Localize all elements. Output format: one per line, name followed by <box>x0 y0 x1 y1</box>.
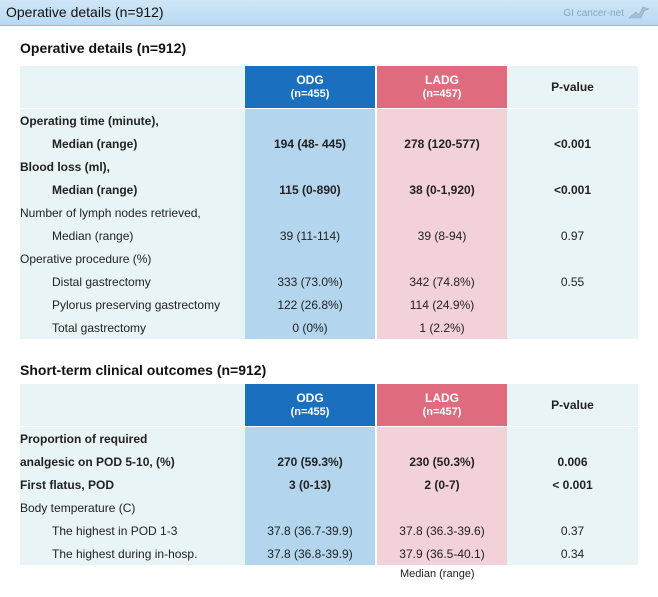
table-header-row: ODG (n=455) LADG (n=457) P-value <box>20 384 638 426</box>
header-title: Operative details (n=912) <box>6 4 164 20</box>
logo-text: GI cancer-net <box>563 7 624 19</box>
operative-details-table: ODG (n=455) LADG (n=457) P-value Operati… <box>20 66 638 339</box>
table-row: The highest in POD 1-3 37.8 (36.7-39.9) … <box>20 519 638 542</box>
table-row: Total gastrectomy 0 (0%) 1 (2.2%) <box>20 316 638 339</box>
table-row: Operating time (minute), <box>20 109 638 132</box>
footnote: Median (range) <box>400 568 475 580</box>
section-title-operative-details: Operative details (n=912) <box>20 40 187 56</box>
short-term-outcomes-table: ODG (n=455) LADG (n=457) P-value Proport… <box>20 384 638 565</box>
table-row: Median (range) 39 (11-114) 39 (8-94) 0.9… <box>20 224 638 247</box>
column-header-p-value: P-value <box>507 384 638 426</box>
table-row: Distal gastrectomy 333 (73.0%) 342 (74.8… <box>20 270 638 293</box>
crane-logo-icon <box>628 6 650 19</box>
column-header-odg: ODG (n=455) <box>245 384 375 426</box>
column-header-ladg: LADG (n=457) <box>377 384 507 426</box>
table-row: Blood loss (ml), <box>20 155 638 178</box>
table-row: The highest during in-hosp. 37.8 (36.8-3… <box>20 542 638 565</box>
header-bar: Operative details (n=912) GI cancer-net <box>0 0 658 26</box>
table-row: Pylorus preserving gastrectomy 122 (26.8… <box>20 293 638 316</box>
table-row: Number of lymph nodes retrieved, <box>20 201 638 224</box>
table-row: Body temperature (C) <box>20 496 638 519</box>
table-row: Proportion of required <box>20 427 638 450</box>
table-row: Operative procedure (%) <box>20 247 638 270</box>
table-header-row: ODG (n=455) LADG (n=457) P-value <box>20 66 638 108</box>
table-row: First flatus, POD 3 (0-13) 2 (0-7) < 0.0… <box>20 473 638 496</box>
table-row: Median (range) 115 (0-890) 38 (0-1,920) … <box>20 178 638 201</box>
section-title-short-term-outcomes: Short-term clinical outcomes (n=912) <box>20 362 267 378</box>
column-header-ladg: LADG (n=457) <box>377 66 507 108</box>
column-header-odg: ODG (n=455) <box>245 66 375 108</box>
table-row: Median (range) 194 (48- 445) 278 (120-57… <box>20 132 638 155</box>
gi-cancer-net-logo: GI cancer-net <box>563 3 650 23</box>
column-header-p-value: P-value <box>507 66 638 108</box>
table-row: analgesic on POD 5-10, (%) 270 (59.3%) 2… <box>20 450 638 473</box>
